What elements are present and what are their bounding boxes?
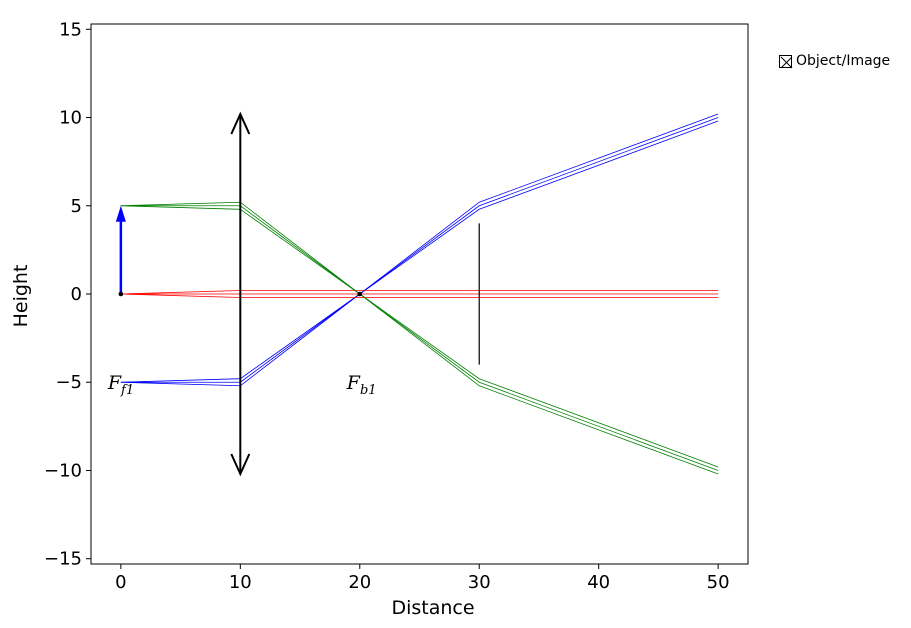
ray-line-1 xyxy=(120,117,719,383)
x-tick-label: 40 xyxy=(587,572,610,593)
legend: Object/Image xyxy=(779,53,890,69)
ray-line-3 xyxy=(120,290,719,295)
focal-label-1: Fb1 xyxy=(346,372,377,398)
y-tick-label: 5 xyxy=(71,196,82,217)
lens-top-arrowhead xyxy=(230,111,251,135)
y-tick-label: 10 xyxy=(59,108,82,129)
y-tick-label: 15 xyxy=(59,19,82,40)
y-tick-label: −10 xyxy=(44,460,82,481)
ray-lines xyxy=(120,113,719,475)
ray-line-7 xyxy=(120,205,719,471)
lens-bottom-arrowhead xyxy=(230,453,251,477)
ray-line-5 xyxy=(120,293,719,298)
x-axis-label: Distance xyxy=(391,597,474,619)
object-arrow-head xyxy=(115,205,126,222)
y-tick-label: −5 xyxy=(55,372,82,393)
x-tick-label: 20 xyxy=(348,572,371,593)
focal-point-1 xyxy=(357,291,363,297)
x-tick-label: 0 xyxy=(115,572,126,593)
x-tick-label: 30 xyxy=(468,572,491,593)
focal-label-0: Ff1 xyxy=(107,372,134,398)
ray-line-2 xyxy=(120,120,719,383)
optical-elements xyxy=(115,111,480,477)
legend-label: Object/Image xyxy=(796,53,891,69)
x-axis-ticks: 0 10 20 30 40 50 xyxy=(115,564,730,593)
legend-marker-icon xyxy=(779,54,793,68)
x-tick-label: 50 xyxy=(707,572,730,593)
x-tick-label: 10 xyxy=(229,572,252,593)
y-tick-label: −15 xyxy=(44,549,82,570)
ray-line-8 xyxy=(120,205,719,468)
y-axis-ticks: −15 −10 −5 0 5 10 15 xyxy=(44,19,91,570)
focal-point-0 xyxy=(118,291,124,297)
chart-labels: Ff1 Fb1 xyxy=(107,372,377,398)
y-axis-label: Height xyxy=(10,265,32,328)
y-tick-label: 0 xyxy=(71,284,82,305)
